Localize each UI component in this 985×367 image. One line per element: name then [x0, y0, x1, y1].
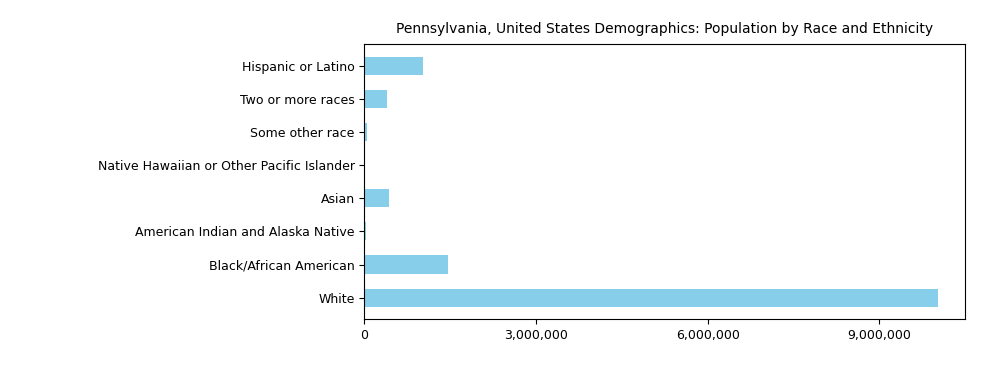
Title: Pennsylvania, United States Demographics: Population by Race and Ethnicity: Pennsylvania, United States Demographics…	[396, 22, 934, 36]
Bar	[364, 189, 389, 207]
Bar	[364, 222, 366, 240]
Bar	[364, 57, 424, 75]
Bar	[364, 288, 938, 307]
Bar	[364, 123, 367, 141]
Bar	[364, 255, 448, 274]
Bar	[364, 90, 387, 108]
